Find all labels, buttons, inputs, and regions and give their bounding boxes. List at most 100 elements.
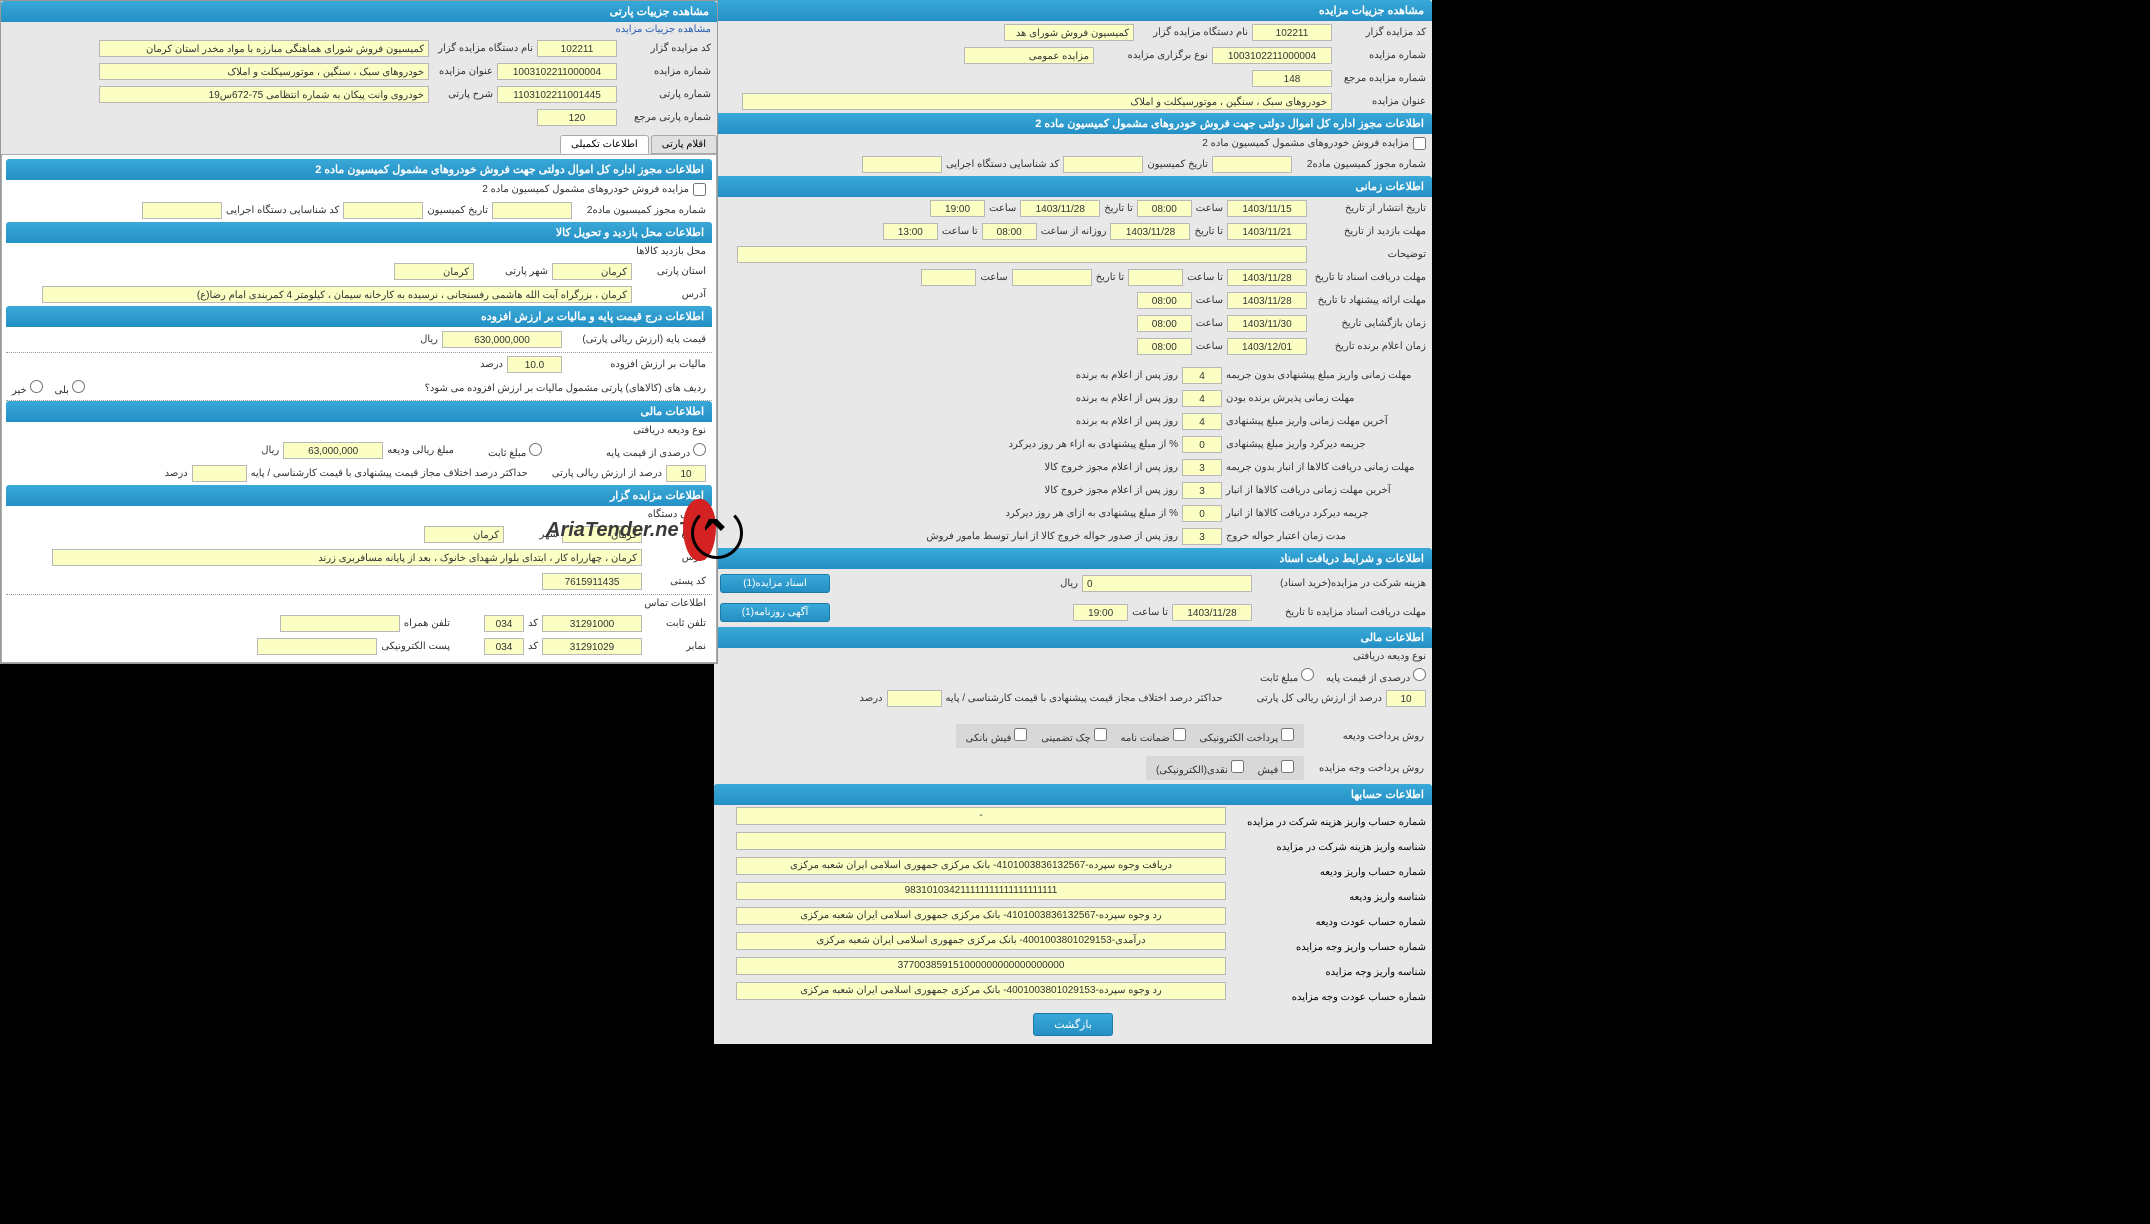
publish-from-field: 1403/11/15	[1227, 200, 1307, 217]
pct-base-radio[interactable]	[1413, 668, 1426, 681]
chk-elec[interactable]	[1281, 728, 1294, 741]
l-permit-label: مزایده فروش خودروهای مشمول کمیسیون ماده …	[482, 184, 689, 195]
l-permit-no-label: شماره مجوز کمیسیون ماده2	[576, 205, 706, 216]
offer-deadline-label: مهلت ارائه پیشنهاد تا تاریخ	[1311, 295, 1426, 306]
rial-label-2: ریال	[420, 334, 438, 345]
fax-field: 31291029	[542, 638, 642, 655]
tab-items[interactable]: اقلام پارتی	[651, 135, 717, 154]
l-org-field: کمیسیون فروش شورای هماهنگی مبارزه با موا…	[99, 40, 429, 57]
view-auction-link[interactable]: مشاهده جزییات مزایده	[1, 22, 717, 37]
diff-label: حداکثر درصد اختلاف مجاز قیمت پیشنهادی با…	[946, 693, 1223, 704]
fee-time-field: 19:00	[1073, 604, 1128, 621]
chk-fish[interactable]	[1281, 760, 1294, 773]
offer-time-field: 08:00	[1137, 292, 1192, 309]
title-field: خودروهای سبک ، سنگین ، موتورسیکلت و املا…	[742, 93, 1332, 110]
chk-elec-label: پرداخت الکترونیکی	[1200, 733, 1279, 744]
d3-field: 4	[1182, 413, 1222, 430]
visit-from-field: 1403/11/21	[1227, 223, 1307, 240]
daily-from-label: روزانه از ساعت	[1041, 226, 1107, 237]
yes-radio[interactable]	[72, 380, 85, 393]
l-pdesc-field: خودروی وانت پیکان به شماره انتظامی 75-67…	[99, 86, 429, 103]
acc1-label: شماره حساب واریز هزینه شرکت در مزایده	[1226, 817, 1426, 828]
d8-field: 3	[1182, 528, 1222, 545]
acc6-label: شماره حساب واریز وجه مزایده	[1226, 942, 1426, 953]
visit-loc-label: محل بازدید کالاها	[636, 246, 706, 257]
to-time-label: تا ساعت	[1187, 272, 1223, 283]
win-field: 1403/12/01	[1227, 338, 1307, 355]
code-label: کد	[528, 618, 538, 629]
d5-field: 3	[1182, 459, 1222, 476]
l-title-label: عنوان مزایده	[433, 66, 493, 77]
chk-cheque-label: چک تضمینی	[1041, 733, 1091, 744]
chk-bank[interactable]	[1014, 728, 1027, 741]
yes-label: بلی	[55, 385, 69, 396]
d3-suffix: روز پس از اعلام به برنده	[1076, 416, 1178, 427]
ref-no-label: شماره مزایده مرجع	[1336, 73, 1426, 84]
email-label: پست الکترونیکی	[381, 641, 450, 652]
chk-cheque[interactable]	[1094, 728, 1107, 741]
permit-checkbox[interactable]	[1413, 137, 1426, 150]
l-pdesc-label: شرح پارتی	[433, 89, 493, 100]
chk-cash[interactable]	[1231, 760, 1244, 773]
phone-field: 31291000	[542, 615, 642, 632]
notes-field	[737, 246, 1307, 263]
l-deposit-type-label: نوع ودیعه دریافتی	[633, 425, 706, 436]
fee-label: هزینه شرکت در مزایده(خرید اسناد)	[1256, 578, 1426, 589]
vat-field: 10.0	[507, 356, 562, 373]
return-button[interactable]: بازگشت	[1033, 1013, 1113, 1036]
pay-auction-label: روش پرداخت وجه مزایده	[1314, 763, 1424, 774]
address-label: آدرس	[636, 289, 706, 300]
d5-label: مهلت زمانی دریافت کالاها از انبار بدون ج…	[1226, 462, 1426, 473]
d8-label: مدت زمان اعتبار حواله خروج	[1226, 531, 1426, 542]
l-ac-field: 102211	[537, 40, 617, 57]
phone-label: تلفن ثابت	[646, 618, 706, 629]
l-section-financial: اطلاعات مالی	[6, 401, 712, 422]
l-pn-field: 1103102211001445	[497, 86, 617, 103]
d7-label: جریمه دیرکرد دریافت کالاها از انبار	[1226, 508, 1426, 519]
diff-suffix: درصد	[859, 693, 882, 704]
auction-code-label: کد مزایده گزار	[1336, 27, 1426, 38]
l-an-label: شماره مزایده	[621, 66, 711, 77]
acc1-field: -	[736, 807, 1226, 825]
l-permit-checkbox[interactable]	[693, 183, 706, 196]
deposit-amt-label: مبلغ ریالی ودیعه	[387, 445, 454, 456]
auction-no-label: شماره مزایده	[1336, 50, 1426, 61]
tab-extra-info[interactable]: اطلاعات تکمیلی	[560, 135, 649, 154]
d6-field: 3	[1182, 482, 1222, 499]
l-exec-code-field	[142, 202, 222, 219]
l-ref-label: شماره پارتی مرجع	[621, 112, 711, 123]
mobile-label: تلفن همراه	[404, 618, 450, 629]
open-label: زمان بازگشایی تاریخ	[1311, 318, 1426, 329]
email-field	[257, 638, 377, 655]
province-field: کرمان	[552, 263, 632, 280]
d6-label: آخرین مهلت زمانی دریافت کالاها از انبار	[1226, 485, 1426, 496]
time-label-3: ساعت	[980, 272, 1007, 283]
d1-suffix: روز پس از اعلام به برنده	[1076, 370, 1178, 381]
acc4-label: شناسه واریز ودیعه	[1226, 892, 1426, 903]
acc8-field: رد وجوه سپرده-4001003801029153- بانک مرک…	[736, 982, 1226, 1000]
chk-guar[interactable]	[1173, 728, 1186, 741]
d8-suffix: روز پس از صدور حواله خروج کالا از انبار …	[926, 531, 1178, 542]
publish-from-label: تاریخ انتشار از تاریخ	[1311, 203, 1426, 214]
to-date-label-2: تا تاریخ	[1194, 226, 1223, 237]
l-pct-suffix: درصد از ارزش ریالی پارتی	[552, 468, 662, 479]
fixed-amt-radio[interactable]	[1301, 668, 1314, 681]
auction-details-panel: مشاهده جزییات مزایده کد مزایده گزار 1022…	[714, 0, 1432, 1044]
newspaper-ad-button[interactable]: آگهی روزنامه(1)	[720, 603, 830, 622]
shield-icon	[683, 499, 716, 561]
org-name-field: کمیسیون فروش شورای هد	[1004, 24, 1134, 41]
fee-to-field: 1403/11/28	[1172, 604, 1252, 621]
watermark-logo: AriaTender.neT	[546, 480, 716, 580]
contact-label: اطلاعات تماس	[644, 598, 706, 609]
address-field: کرمان ، بزرگراه آیت الله هاشمی رفسنجانی …	[42, 286, 632, 303]
no-radio[interactable]	[30, 380, 43, 393]
section-financial: اطلاعات مالی	[714, 627, 1432, 648]
visit-to-field: 1403/11/28	[1110, 223, 1190, 240]
chk-fish-label: فیش	[1258, 765, 1279, 776]
l-pct-base-radio[interactable]	[693, 443, 706, 456]
l-exec-code-label: کد شناسایی دستگاه اجرایی	[226, 205, 339, 216]
l-section-price: اطلاعات درج قیمت پایه و مالیات بر ارزش ا…	[6, 306, 712, 327]
l-fixed-amt-radio[interactable]	[529, 443, 542, 456]
auction-docs-button[interactable]: اسناد مزایده(1)	[720, 574, 830, 593]
win-label: زمان اعلام برنده تاریخ	[1311, 341, 1426, 352]
